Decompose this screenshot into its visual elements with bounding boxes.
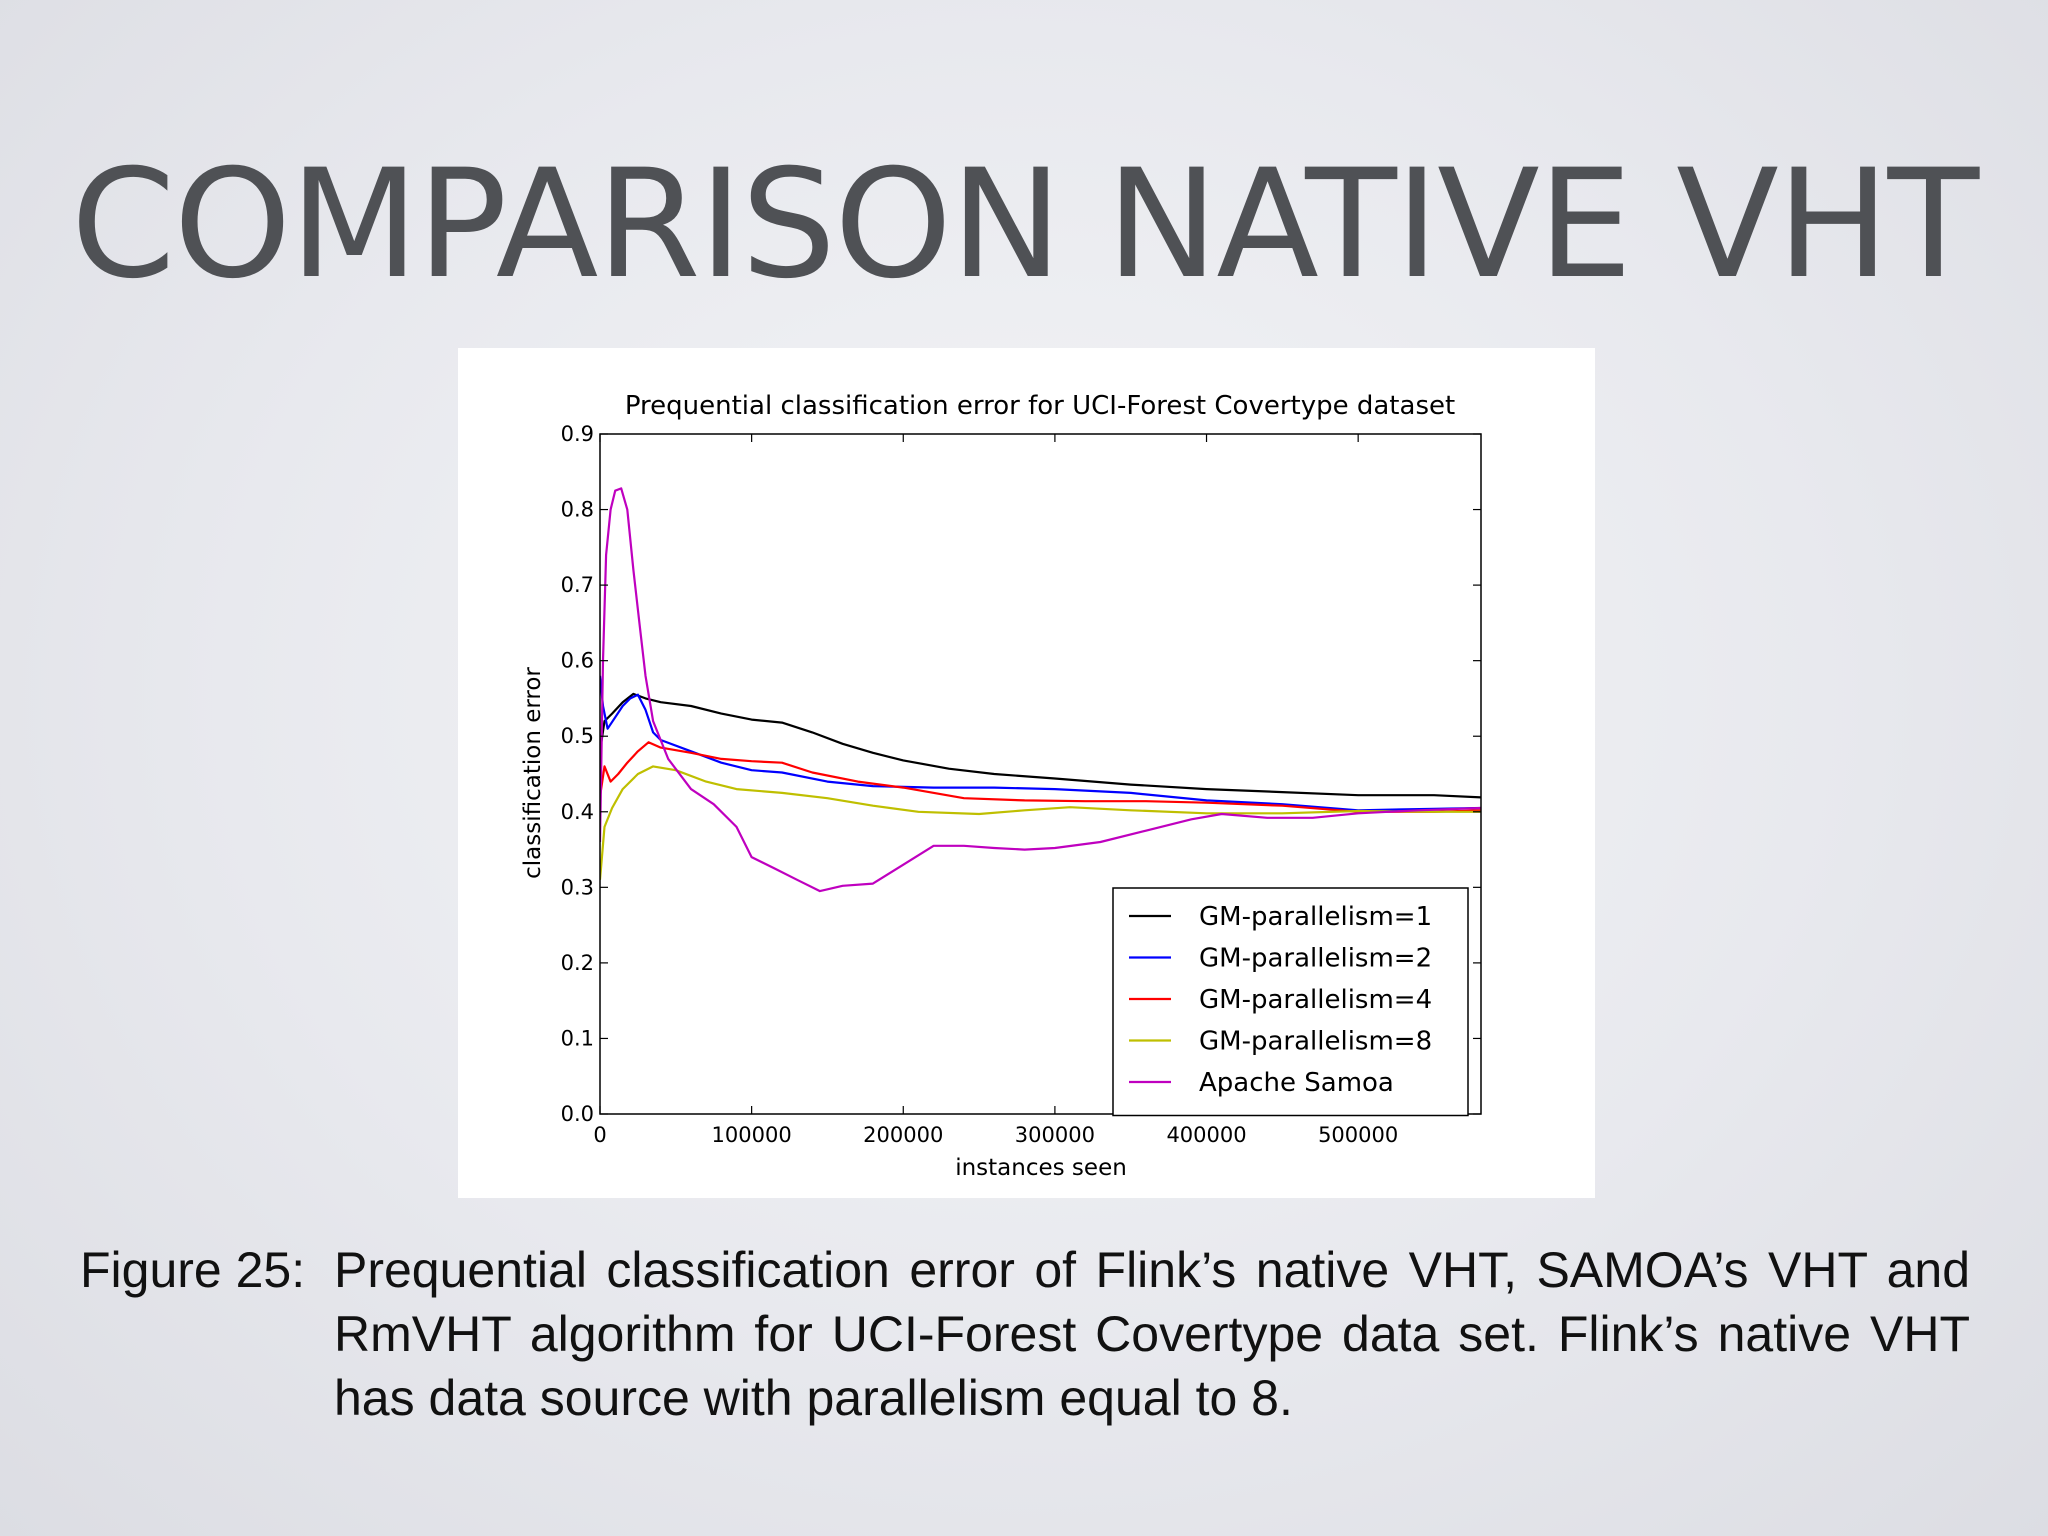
legend-label: GM-parallelism=8 xyxy=(1199,1027,1432,1057)
x-tick-label: 300000 xyxy=(1015,1123,1095,1147)
legend-box xyxy=(1112,887,1469,1117)
legend-label: GM-parallelism=1 xyxy=(1199,902,1432,932)
series-line-3 xyxy=(600,741,1481,813)
y-tick-label: 0.5 xyxy=(561,724,594,748)
chart-title: Prequential classification error for UCI… xyxy=(625,391,1455,421)
x-tick-label: 500000 xyxy=(1318,1123,1398,1147)
series-line-4 xyxy=(600,765,1481,880)
y-axis-label: classification error xyxy=(520,667,546,879)
x-tick-label: 400000 xyxy=(1166,1123,1246,1147)
slide-title: COMPARISON NATIVE VHT xyxy=(70,138,1979,312)
y-tick-label: 0.7 xyxy=(561,573,594,597)
plot-frame xyxy=(599,433,1482,1115)
x-tick-label: 100000 xyxy=(712,1123,792,1147)
y-tick-label: 0.8 xyxy=(561,498,594,522)
y-tick-label: 0.0 xyxy=(561,1102,594,1126)
series-line-1 xyxy=(600,692,1481,799)
series-line-2 xyxy=(600,675,1481,812)
y-tick-label: 0.2 xyxy=(561,951,594,975)
x-tick-label: 0 xyxy=(593,1123,606,1147)
line-chart: Prequential classification error for UCI… xyxy=(520,391,1482,1181)
caption-text: Prequential classification error of Flin… xyxy=(334,1242,1970,1426)
y-tick-label: 0.9 xyxy=(561,422,594,446)
y-tick-label: 0.1 xyxy=(561,1026,594,1050)
legend-label: GM-parallelism=2 xyxy=(1199,944,1432,974)
series-line-5 xyxy=(600,487,1481,893)
legend-label: Apache Samoa xyxy=(1199,1068,1394,1098)
x-axis-label: instances seen xyxy=(955,1155,1127,1181)
x-tick-label: 200000 xyxy=(863,1123,943,1147)
figure-panel: Prequential classification error for UCI… xyxy=(458,348,1595,1198)
legend-label: GM-parallelism=4 xyxy=(1199,985,1432,1015)
plot-area: 0 100000 200000 300000 400000 500000 0.0 0.1 0.2… xyxy=(561,422,1482,1147)
y-tick-label: 0.4 xyxy=(561,800,594,824)
y-tick-label: 0.6 xyxy=(561,649,594,673)
y-tick-label: 0.3 xyxy=(561,875,594,899)
caption-label: Figure 25: xyxy=(80,1242,306,1298)
